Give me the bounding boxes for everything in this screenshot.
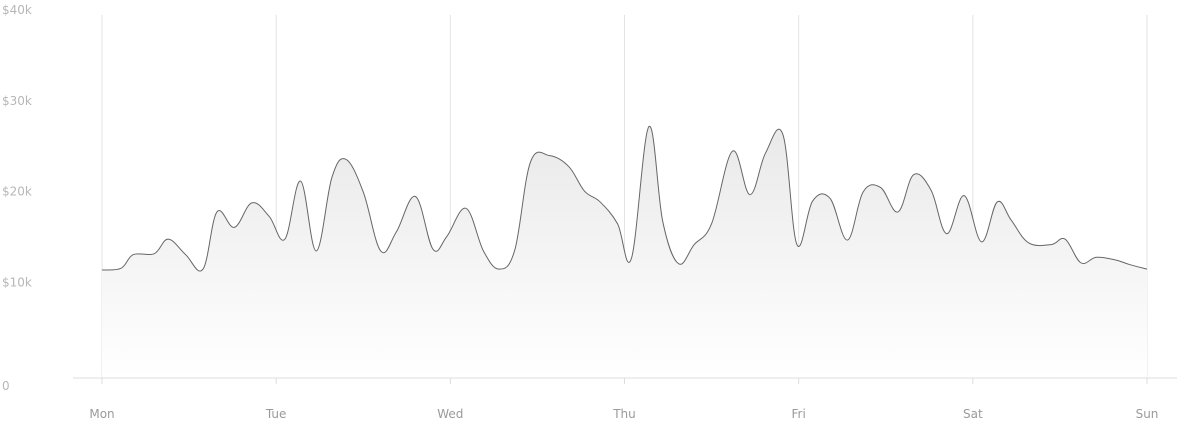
x-tick-label: Tue (265, 407, 287, 421)
x-tick-label: Fri (792, 407, 806, 421)
x-tick-label: Wed (437, 407, 463, 421)
x-axis-labels: Mon Tue Wed Thu Fri Sat Sun (89, 407, 1158, 421)
x-tick-label: Sat (963, 407, 983, 421)
y-tick-label: $30k (2, 94, 32, 108)
y-tick-label: $20k (2, 185, 32, 199)
series-line (101, 126, 1148, 272)
x-tick-label: Mon (89, 407, 114, 421)
x-axis (73, 377, 1177, 384)
y-tick-label: $40k (2, 3, 32, 17)
y-axis-labels: 0 $10k $20k $30k $40k (2, 3, 32, 393)
x-tick-label: Thu (612, 407, 636, 421)
grid-lines (101, 15, 1148, 378)
x-tick-label: Sun (1136, 407, 1159, 421)
y-tick-label: 0 (2, 379, 10, 393)
series-area (101, 126, 1148, 378)
y-tick-label: $10k (2, 275, 32, 289)
